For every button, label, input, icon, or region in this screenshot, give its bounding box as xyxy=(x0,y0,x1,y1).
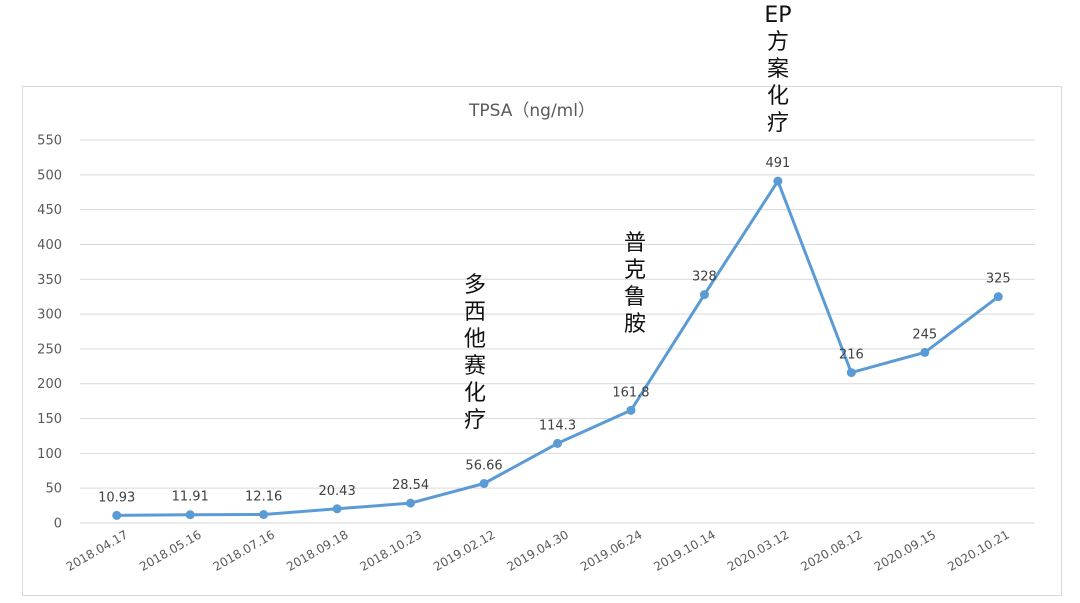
data-label-12: 325 xyxy=(986,272,1011,287)
data-label-2: 12.16 xyxy=(245,490,282,505)
y-tick-label-200: 200 xyxy=(37,377,62,392)
y-tick-label-50: 50 xyxy=(45,482,62,497)
x-tick-label-5: 2019.02.12 xyxy=(431,527,498,573)
x-tick-label-12: 2020.10.21 xyxy=(945,527,1012,573)
data-point-2 xyxy=(259,510,269,520)
data-label-5: 56.66 xyxy=(465,459,502,474)
data-point-7 xyxy=(626,405,636,415)
y-tick-label-400: 400 xyxy=(37,238,62,253)
data-point-3 xyxy=(332,504,342,514)
data-point-4 xyxy=(406,498,416,508)
series-line xyxy=(115,179,1000,517)
y-tick-label-500: 500 xyxy=(37,168,62,183)
x-tick-label-10: 2020.08.12 xyxy=(798,527,865,573)
data-label-9: 491 xyxy=(765,156,790,171)
data-label-8: 328 xyxy=(692,270,717,285)
x-tick-label-9: 2020.03.12 xyxy=(725,527,792,573)
x-tick-label-4: 2018.10.23 xyxy=(358,527,425,573)
y-tick-label-450: 450 xyxy=(37,203,62,218)
x-tick-label-6: 2019.04.30 xyxy=(504,527,571,573)
x-tick-label-3: 2018.09.18 xyxy=(284,527,351,573)
data-point-10 xyxy=(846,368,856,378)
data-label-0: 10.93 xyxy=(98,490,135,505)
chart-title: TPSA（ng/ml） xyxy=(468,101,595,121)
y-tick-label-550: 550 xyxy=(37,134,62,149)
data-point-8 xyxy=(699,290,709,300)
data-point-0 xyxy=(112,510,122,520)
annotation-proxalutamide: 普 克 鲁 胺 xyxy=(623,231,646,337)
data-point-6 xyxy=(553,438,562,448)
x-tick-label-7: 2019.06.24 xyxy=(578,527,645,573)
data-label-6: 114.3 xyxy=(539,418,576,433)
data-label-11: 245 xyxy=(912,327,937,342)
data-point-12 xyxy=(993,292,1003,302)
data-label-3: 20.43 xyxy=(319,484,356,499)
annotation-docetaxel: 多 西 他 赛 化 疗 xyxy=(463,273,486,433)
annotation-ep-chemotherapy: EP 方 案 化 疗 xyxy=(764,3,792,136)
x-tick-label-8: 2019.10.14 xyxy=(651,527,718,573)
chart-frame xyxy=(22,86,1062,596)
data-label-1: 11.91 xyxy=(172,490,209,505)
x-tick-label-2: 2018.07.16 xyxy=(211,527,278,573)
y-tick-label-350: 350 xyxy=(37,273,62,288)
y-tick-label-150: 150 xyxy=(37,412,62,427)
data-point-9 xyxy=(773,176,783,186)
x-tick-label-11: 2020.09.15 xyxy=(872,527,939,573)
y-tick-label-0: 0 xyxy=(54,517,62,532)
data-point-5 xyxy=(479,479,489,489)
y-tick-label-100: 100 xyxy=(37,447,62,462)
x-tick-label-1: 2018.05.16 xyxy=(137,527,204,573)
data-label-4: 28.54 xyxy=(392,478,429,493)
x-tick-label-0: 2018.04.17 xyxy=(64,527,131,573)
data-label-7: 161.8 xyxy=(612,385,649,400)
data-label-10: 216 xyxy=(839,348,864,363)
data-point-11 xyxy=(920,347,930,357)
data-point-1 xyxy=(185,510,195,520)
y-tick-label-300: 300 xyxy=(37,308,62,323)
y-tick-label-250: 250 xyxy=(37,342,62,357)
